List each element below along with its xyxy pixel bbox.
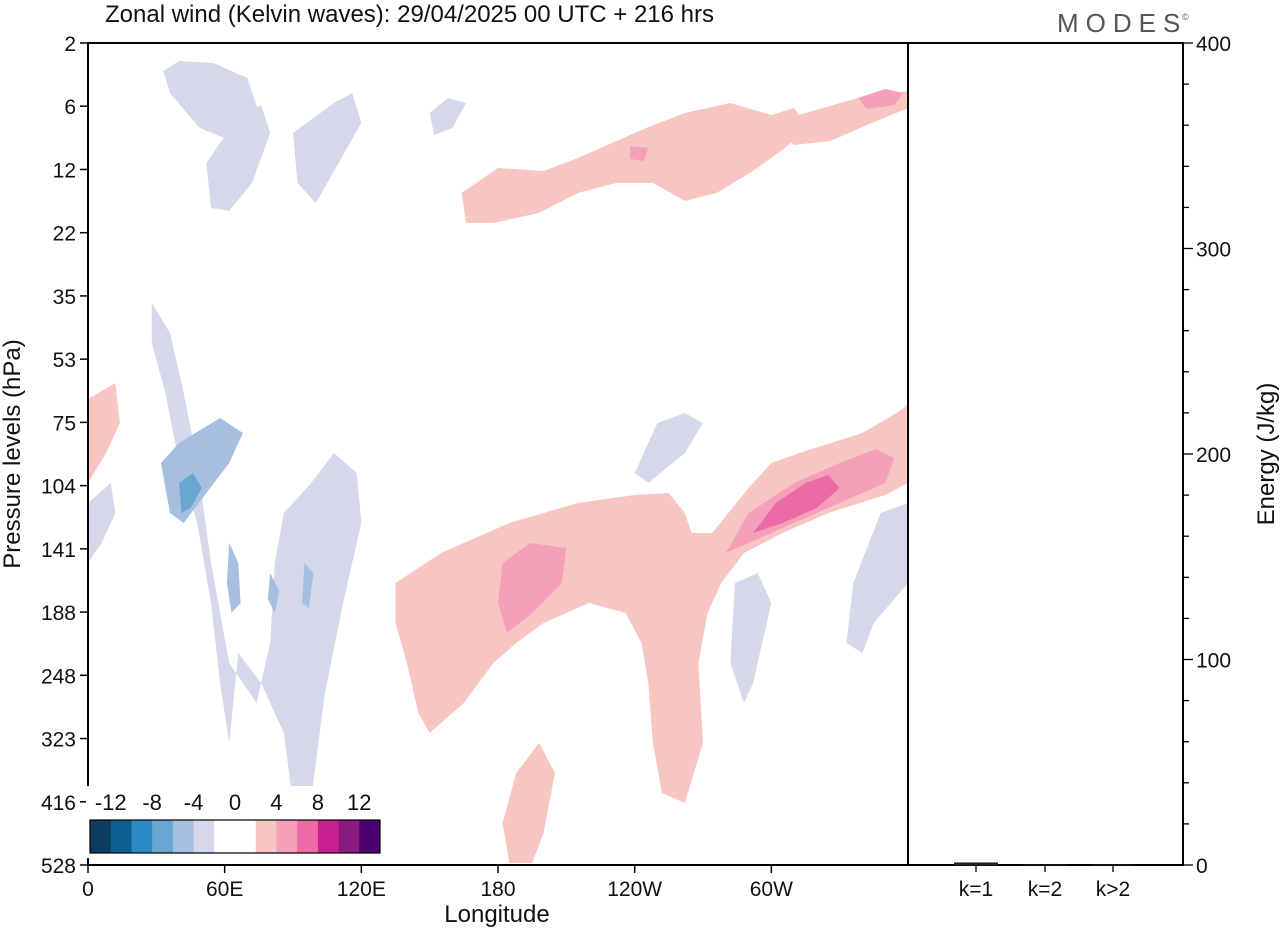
energy-tick-label: 400 (1196, 33, 1231, 56)
colorbar-swatch (297, 820, 319, 853)
category-label: k=1 (959, 878, 993, 901)
contour-negative-level-1 (206, 105, 271, 211)
energy-axis: 0 100 200 300 400 (1183, 33, 1231, 878)
contour-negative-level-1 (730, 573, 772, 703)
x-tick-label: 120E (337, 878, 386, 901)
y-tick-label: 104 (41, 476, 76, 499)
contour-negative-level-1 (634, 413, 703, 483)
colorbar-swatch (90, 820, 112, 853)
x-tick-label: 0 (82, 878, 94, 901)
colorbar-swatch (359, 820, 381, 853)
colorbar-label: -12 (95, 790, 127, 815)
contour-negative-level-2 (267, 573, 280, 613)
y-tick-label: 53 (53, 349, 76, 372)
contour-negative-level-3 (179, 473, 202, 513)
logo-text: MODES (1057, 8, 1187, 38)
y-tick-label: 416 (41, 792, 76, 815)
x-tick-label: 60W (750, 878, 793, 901)
wind-contours (88, 61, 908, 863)
colorbar-label: -4 (184, 790, 204, 815)
energy-axis-label: Energy (J/kg) (1253, 383, 1280, 526)
contour-negative-level-1 (151, 303, 362, 833)
y-tick-label: 35 (53, 286, 76, 309)
y-tick-label: 12 (53, 159, 76, 182)
pressure-axis: 2 6 12 22 35 53 75 104 141 188 248 323 416 528 (41, 33, 88, 878)
colorbar-label: -8 (142, 790, 162, 815)
contour-positive-level-2 (630, 146, 649, 161)
energy-bar (954, 862, 998, 866)
y-tick-label: 22 (53, 223, 76, 246)
modes-logo: MODES © (1057, 8, 1189, 38)
contour-positive-level-1 (461, 103, 808, 223)
contour-negative-level-1 (163, 61, 259, 141)
wavenumber-axis: k=1 k=2 k>2 (959, 865, 1130, 901)
y-axis-label: Pressure levels (hPa) (0, 339, 26, 568)
colorbar-swatch (235, 820, 257, 853)
colorbar-swatch (214, 820, 236, 853)
energy-tick-label: 0 (1196, 855, 1208, 878)
hovmoller-panel: 2 6 12 22 35 53 75 104 141 188 248 323 416 528 0 60E 12… (41, 33, 909, 901)
energy-tick-label: 200 (1196, 444, 1231, 467)
colorbar-swatch (317, 820, 339, 853)
colorbar-frame (89, 819, 381, 854)
y-tick-label: 188 (41, 602, 76, 625)
colorbar-swatch (172, 820, 194, 853)
contour-positive-level-1 (88, 383, 120, 483)
y-tick-label: 6 (64, 96, 76, 119)
y-tick-label: 248 (41, 665, 76, 688)
colorbar-label: 0 (229, 790, 241, 815)
x-tick-label: 120W (607, 878, 662, 901)
y-tick-label: 141 (41, 539, 76, 562)
contour-positive-level-2 (857, 89, 904, 109)
contour-positive-level-3 (753, 475, 840, 533)
colorbar-swatch (276, 820, 298, 853)
logo-mark: © (1182, 12, 1189, 22)
category-label: k>2 (1096, 878, 1130, 901)
colorbar-swatch (131, 820, 153, 853)
x-tick-label: 60E (206, 878, 243, 901)
colorbar-legend: -12 -8 -4 0 4 8 12 (86, 786, 384, 858)
colorbar-swatch (338, 820, 360, 853)
y-tick-label: 528 (41, 855, 76, 878)
chart-title: Zonal wind (Kelvin waves): 29/04/2025 00… (105, 1, 714, 28)
colorbar-swatch (193, 820, 215, 853)
colorbar-swatch (152, 820, 174, 853)
contour-negative-level-1 (293, 93, 362, 203)
energy-frame (907, 42, 1184, 866)
contour-negative-level-1 (846, 503, 908, 653)
category-label: k=2 (1028, 878, 1062, 901)
contour-positive-level-2 (498, 543, 567, 633)
colorbar-label: 8 (312, 790, 324, 815)
contour-negative-level-2 (302, 563, 314, 608)
contour-negative-level-1 (429, 98, 467, 135)
colorbar-label: 4 (270, 790, 282, 815)
contour-negative-level-1 (88, 483, 116, 563)
energy-panel: 0 100 200 300 400 k=1 k=2 k>2 (907, 33, 1231, 901)
contour-positive-level-1 (502, 743, 555, 863)
colorbar-label: 12 (347, 790, 371, 815)
y-tick-label: 75 (53, 412, 76, 435)
y-tick-label: 2 (64, 33, 76, 56)
contour-negative-level-2 (226, 543, 241, 613)
colorbar-swatch (110, 820, 132, 853)
energy-tick-label: 300 (1196, 239, 1231, 262)
energy-tick-label: 100 (1196, 650, 1231, 673)
colorbar-swatch (255, 820, 277, 853)
x-axis-label: Longitude (444, 901, 549, 928)
y-tick-label: 323 (41, 729, 76, 752)
x-tick-label: 180 (480, 878, 515, 901)
longitude-axis: 0 60E 120E 180 120W 60W (82, 865, 793, 901)
